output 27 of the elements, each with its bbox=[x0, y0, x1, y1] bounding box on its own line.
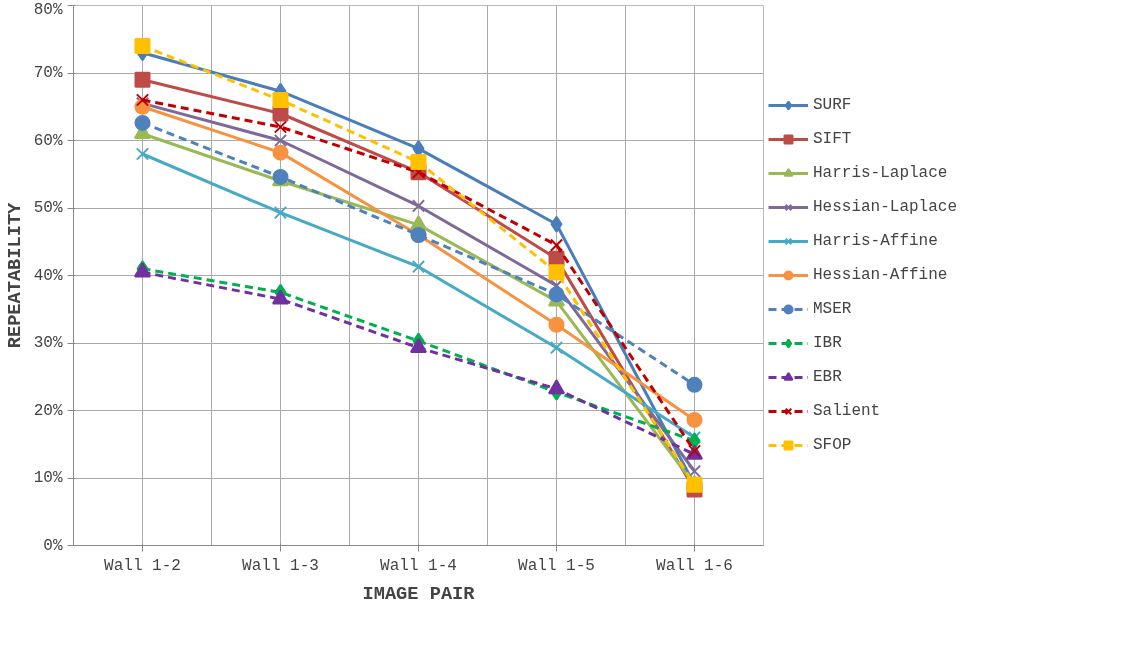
x-tick-label: Wall 1-2 bbox=[104, 556, 181, 575]
y-tick-label: 30% bbox=[33, 334, 63, 352]
x-axis-title: IMAGE PAIR bbox=[362, 582, 476, 605]
y-tick-label: 50% bbox=[33, 199, 63, 217]
y-tick-label: 0% bbox=[43, 536, 63, 555]
legend-label: Harris-Laplace bbox=[813, 164, 948, 182]
y-tick-label: 80% bbox=[33, 0, 63, 19]
legend-label: Salient bbox=[813, 402, 881, 420]
x-tick-label: Wall 1-5 bbox=[518, 556, 595, 575]
x-tick-label: Wall 1-6 bbox=[656, 556, 733, 575]
x-tick-label: Wall 1-4 bbox=[380, 556, 457, 575]
y-tick-label: 70% bbox=[33, 64, 63, 82]
legend-label: IBR bbox=[813, 334, 842, 352]
legend-label: SURF bbox=[813, 96, 852, 114]
y-tick-label: 40% bbox=[33, 266, 63, 285]
legend-label: SFOP bbox=[813, 436, 852, 454]
legend-label: Hessian-Affine bbox=[813, 266, 948, 284]
legend-label: SIFT bbox=[813, 130, 852, 148]
y-axis-title: REPEATABILITY bbox=[3, 201, 26, 349]
y-tick-label: 60% bbox=[33, 131, 63, 150]
y-tick-label: 10% bbox=[33, 469, 63, 487]
legend-label: Harris-Affine bbox=[813, 232, 938, 250]
legend-label: MSER bbox=[813, 300, 852, 318]
y-tick-label: 20% bbox=[33, 401, 63, 420]
x-tick-label: Wall 1-3 bbox=[242, 556, 319, 575]
legend-label: Hessian-Laplace bbox=[813, 198, 958, 216]
legend-label: EBR bbox=[813, 368, 842, 386]
